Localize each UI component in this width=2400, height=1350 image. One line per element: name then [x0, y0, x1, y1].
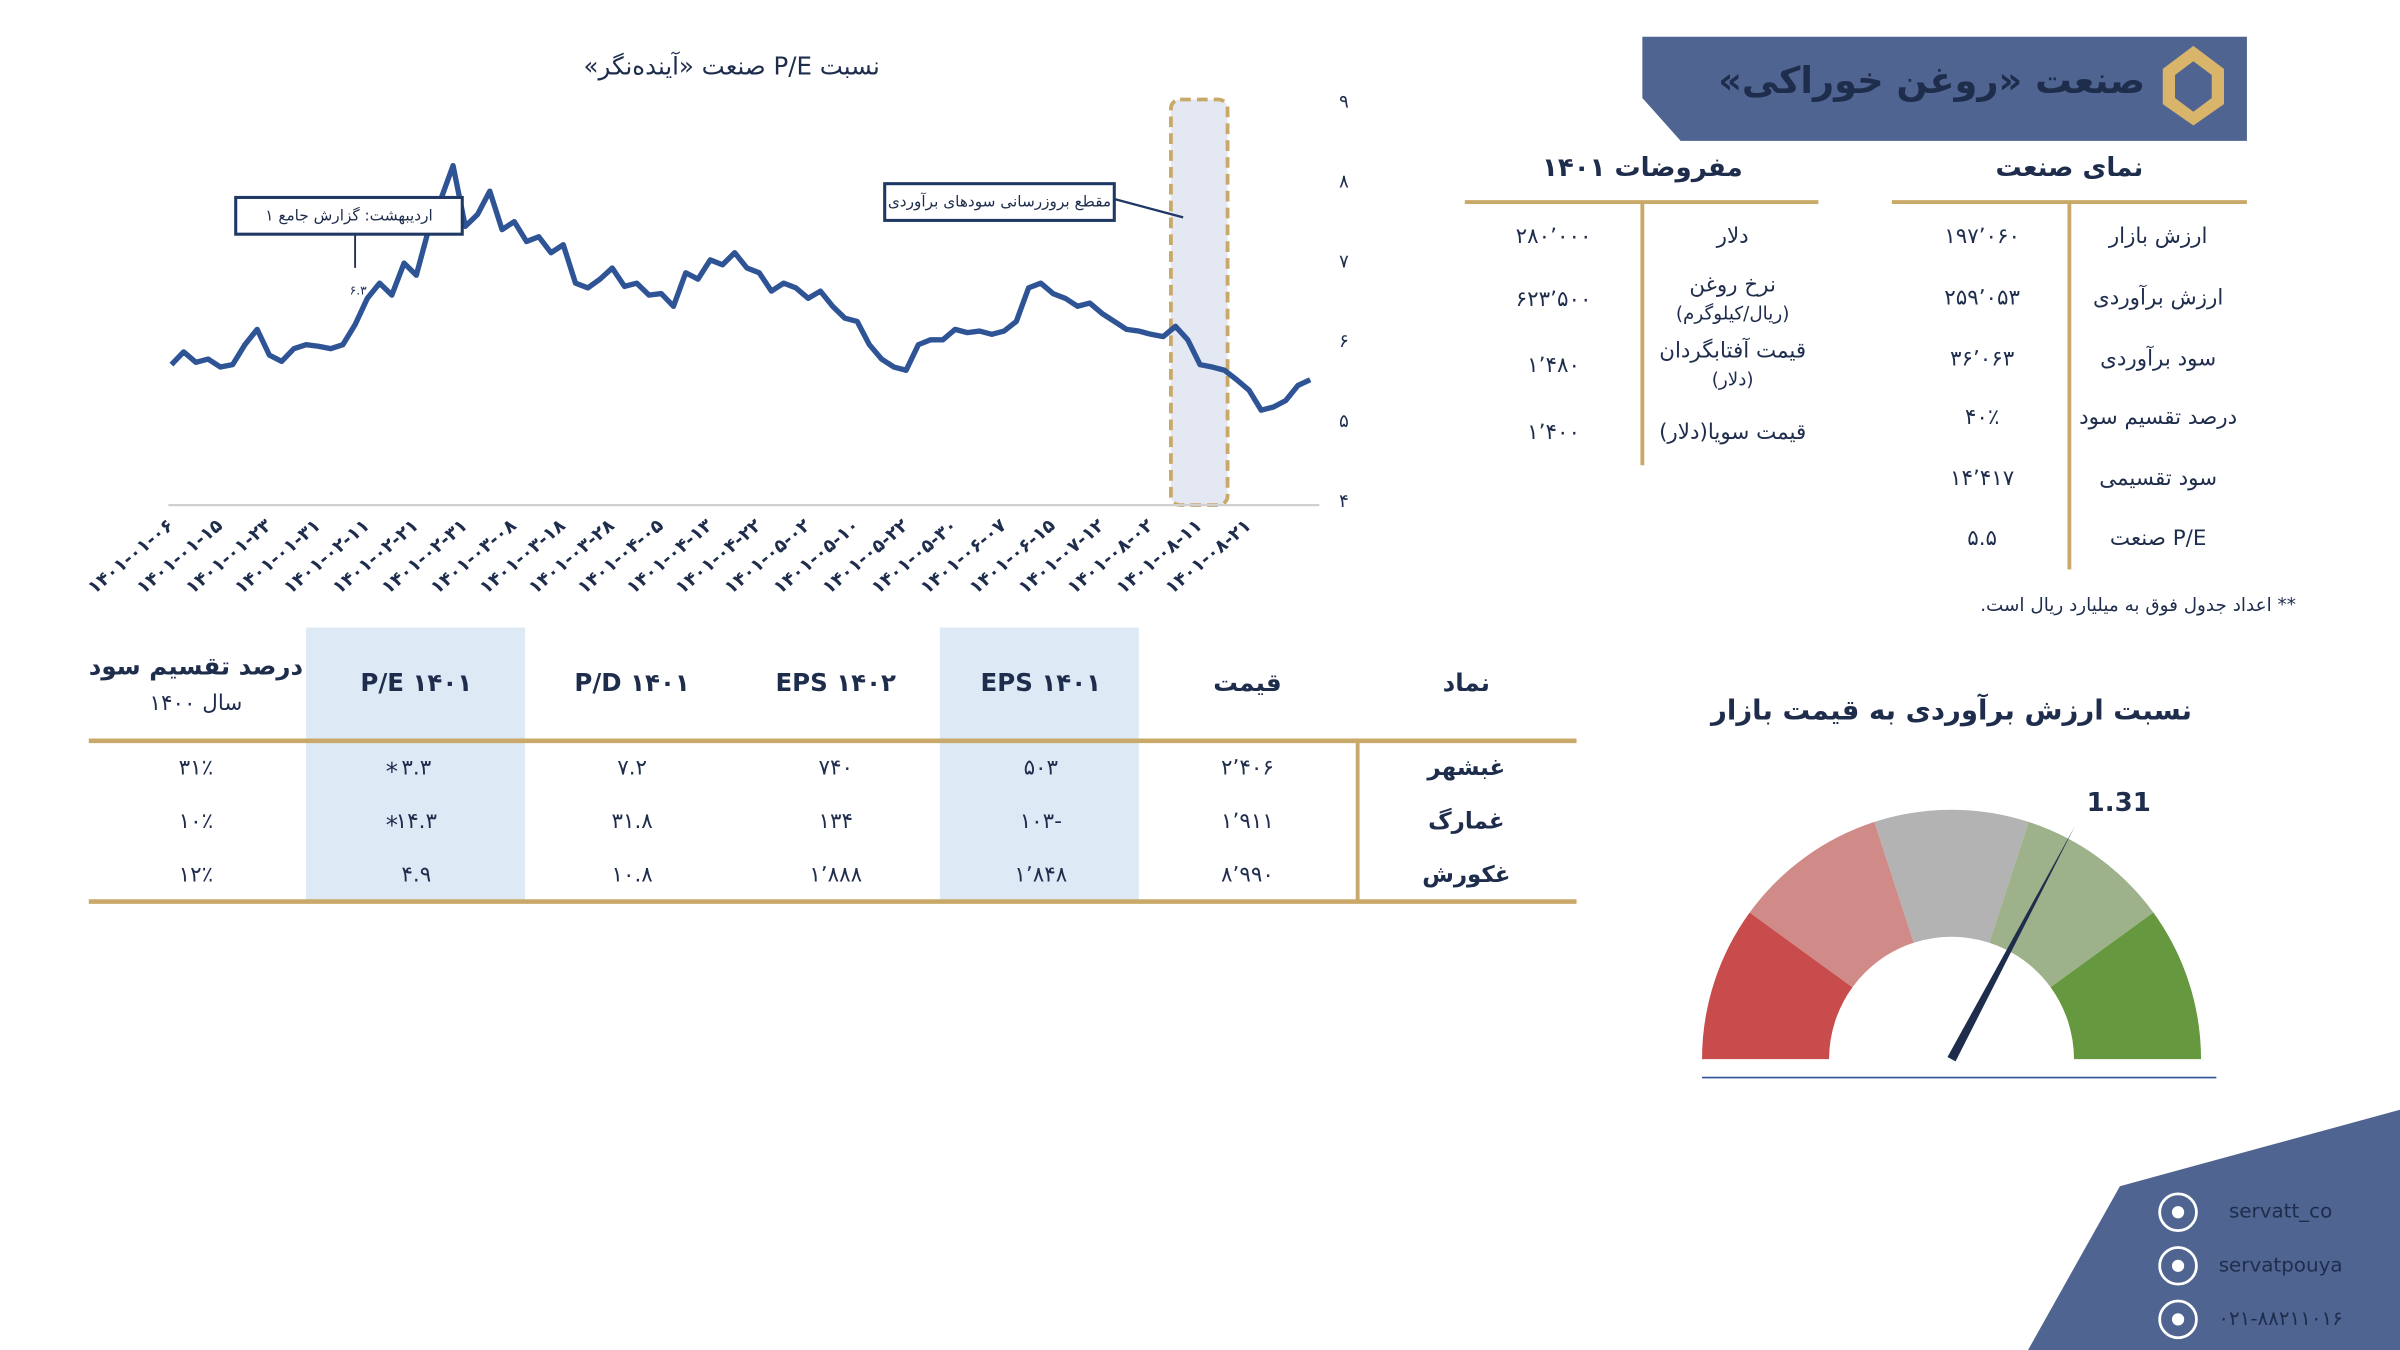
assumption-label: قیمت سویا(دلار) — [1659, 420, 1806, 445]
highlight-band — [1169, 97, 1230, 508]
table-cell: ۱۴.۳ — [396, 809, 437, 834]
column-title: EPS ۱۴۰۲ — [775, 668, 896, 697]
table-cell: ۱٬۹۱۱ — [1221, 809, 1274, 834]
symbol-cell: غکورش — [1422, 862, 1510, 888]
symbol-cell: غمارگ — [1428, 807, 1504, 834]
table-cell: ۱۰٪ — [179, 809, 214, 834]
table-cell: ۱٬۸۸۸ — [809, 863, 862, 888]
industry-label: درصد تقسیم سود — [2079, 405, 2237, 430]
assumption-label: دلار — [1716, 224, 1749, 249]
gauge-band — [1749, 821, 1914, 988]
header-banner — [1642, 36, 2247, 141]
footer-shape — [2028, 1109, 2400, 1350]
column-title: EPS ۱۴۰۱ — [981, 668, 1102, 697]
industry-label: سود برآوردی — [2100, 345, 2216, 372]
industry-value: ۳۶٬۰۶۳ — [1950, 347, 2014, 372]
note: ** اعداد جدول فوق به میلیارد ریال است. — [1980, 595, 2296, 616]
table-cell: ۲٬۴۰۶ — [1221, 755, 1274, 780]
annotation: اردیبهشت: گزارش جامع ۱ — [265, 206, 432, 225]
gauge-title: نسبت ارزش برآوردی به قیمت بازار — [1709, 694, 2192, 727]
gauge-needle — [1947, 826, 2075, 1062]
column-title: نماد — [1443, 668, 1490, 697]
y-tick-label: ۵ — [1339, 411, 1349, 432]
industry-value: ۱۹۷٬۰۶۰ — [1944, 224, 2020, 249]
column-subtitle: سال ۱۴۰۰ — [150, 691, 243, 716]
contact-icon-dot — [2171, 1313, 2185, 1326]
gauge-value: 1.31 — [2087, 788, 2151, 818]
chart-title: نسبت P/E صنعت «آینده‌نگر» — [583, 51, 879, 80]
assumption-value: ۱٬۴۰۰ — [1527, 420, 1580, 445]
assumption-label: (ریال/کیلوگرم) — [1676, 303, 1790, 325]
table-cell: ۷۴۰ — [818, 755, 852, 780]
contact-icon-dot — [2171, 1206, 2185, 1219]
assumption-label: نرخ روغن — [1689, 272, 1776, 297]
contact-icon-dot — [2171, 1259, 2185, 1272]
flag: * — [386, 757, 398, 786]
table-cell: -۱۰۳ — [1020, 809, 1062, 834]
column-title: قیمت — [1213, 668, 1281, 697]
industry-label: ارزش بازار — [2108, 224, 2208, 249]
contact: ۰۲۱-۸۸۲۱۱۰۱۶ — [2218, 1307, 2343, 1330]
table-cell: ۳.۳ — [401, 755, 431, 780]
column-title: P/E ۱۴۰۱ — [360, 668, 472, 697]
industry-title: نمای صنعت — [1995, 153, 2143, 183]
table-cell: ۵۰۳ — [1024, 755, 1059, 780]
header-title: صنعت «روغن خوراکی» — [1718, 59, 2145, 102]
table-cell: ۴.۹ — [401, 863, 431, 888]
table-cell: ۱۰.۸ — [611, 863, 652, 888]
assumption-value: ۱٬۴۸۰ — [1527, 353, 1580, 378]
table-cell: ۷.۲ — [617, 755, 647, 780]
annotation: ۶.۳ — [350, 283, 367, 297]
y-tick-label: ۸ — [1339, 171, 1349, 192]
callout-box — [234, 195, 464, 236]
contact-icon — [2158, 1299, 2198, 1340]
assumption-value: ۶۲۳٬۵۰۰ — [1516, 287, 1592, 312]
industry-value: ۱۴٬۴۱۷ — [1950, 466, 2014, 491]
assumption-label: (دلار) — [1712, 369, 1754, 390]
table-cell: ۳۱٪ — [179, 755, 214, 780]
logo — [2162, 45, 2224, 126]
column-title: P/D ۱۴۰۱ — [574, 668, 689, 697]
gauge-band — [1874, 809, 2029, 943]
flag: * — [386, 811, 398, 840]
y-tick-label: ۴ — [1339, 491, 1349, 512]
gauge-band — [1989, 821, 2154, 988]
industry-value: ۲۵۹٬۰۵۳ — [1944, 285, 2020, 310]
industry-label: سود تقسیمی — [2099, 466, 2217, 491]
y-tick-label: ۷ — [1339, 251, 1349, 272]
table-cell: ۸٬۹۹۰ — [1221, 863, 1274, 888]
contact: servatpouya — [2219, 1253, 2343, 1276]
column-highlight — [939, 627, 1139, 900]
industry-label: P/E صنعت — [2110, 526, 2206, 551]
contact-icon — [2158, 1246, 2198, 1286]
assumption-value: ۲۸۰٬۰۰۰ — [1516, 224, 1592, 249]
y-tick-label: ۶ — [1339, 331, 1349, 352]
y-tick-label: ۹ — [1339, 92, 1349, 113]
assumption-label: قیمت آفتابگردان — [1659, 336, 1806, 363]
assumptions-title: مفروضات ۱۴۰۱ — [1542, 153, 1743, 183]
annotation: مقطع بروزرسانی سودهای برآوردی — [888, 193, 1111, 212]
table-cell: ۱۲٪ — [179, 863, 214, 888]
contact-icon — [2158, 1192, 2198, 1232]
table-cell: ۳۱.۸ — [611, 809, 652, 834]
callout-line — [1113, 197, 1184, 219]
column-title: درصد تقسیم سود — [89, 651, 303, 680]
symbol-cell: غبشهر — [1426, 755, 1505, 781]
industry-value: ۵.۵ — [1967, 526, 1997, 551]
industry-value: ۴۰٪ — [1965, 405, 2000, 430]
contact: servatt_co — [2229, 1200, 2332, 1223]
table-cell: ۱٬۸۴۸ — [1014, 863, 1067, 888]
gauge-band — [1702, 912, 1853, 1060]
column-highlight — [306, 627, 525, 900]
industry-label: ارزش برآوردی — [2093, 283, 2223, 310]
table-cell: ۱۳۴ — [818, 809, 852, 834]
gauge-band — [2050, 912, 2202, 1060]
pe-line — [169, 162, 1312, 413]
callout-box — [883, 182, 1116, 222]
